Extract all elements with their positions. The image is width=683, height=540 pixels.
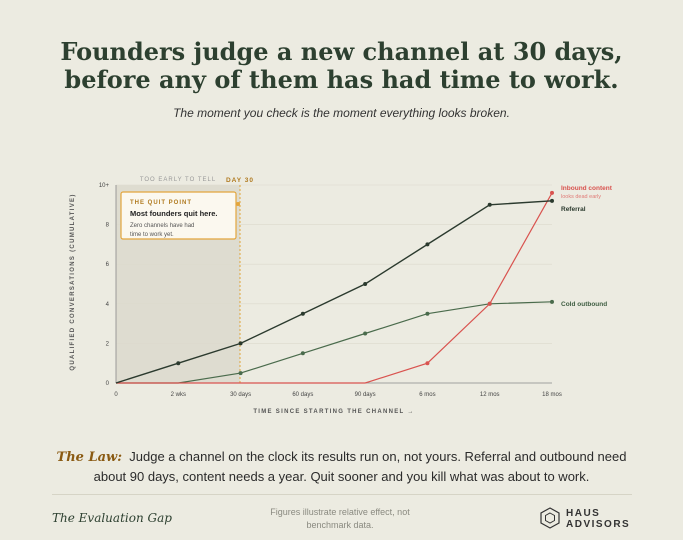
quit-point-callout: THE QUIT POINT Most founders quit here. … bbox=[120, 191, 240, 240]
law-label: The Law: bbox=[56, 450, 123, 465]
x-axis: 0 2 wks 30 days 60 days 90 days 6 mos 12 mos 18… bbox=[114, 382, 562, 398]
point-referral bbox=[550, 198, 554, 203]
point-referral bbox=[425, 242, 430, 247]
too-early-label: TOO EARLY TO TELL bbox=[140, 177, 216, 183]
point-inbound-content bbox=[550, 190, 554, 195]
point-referral bbox=[176, 361, 181, 366]
y-axis: 0 2 4 6 8 10+ bbox=[99, 183, 117, 387]
y-tick-label: 2 bbox=[106, 341, 110, 347]
point-referral bbox=[363, 282, 368, 286]
label-inbound-content: Inbound content bbox=[561, 185, 613, 192]
callout-body-2: time to work yet. bbox=[130, 232, 174, 238]
logo-wordmark: HAUS ADVISORS bbox=[566, 508, 630, 530]
point-inbound-content bbox=[487, 301, 492, 306]
series-line-referral bbox=[115, 200, 553, 384]
series-layer bbox=[115, 190, 554, 384]
x-tick-label: 30 days bbox=[230, 392, 251, 398]
series-line-inbound-content bbox=[116, 192, 553, 384]
page-title: Founders judge a new channel at 30 days,… bbox=[0, 38, 683, 94]
callout-title: Most founders quit here. bbox=[130, 209, 218, 218]
label-referral: Referral bbox=[561, 206, 586, 213]
y-tick-label: 10+ bbox=[99, 183, 110, 189]
y-tick-label: 0 bbox=[106, 381, 110, 387]
haus-advisors-logo: HAUS ADVISORS bbox=[538, 506, 638, 532]
x-tick-label: 12 mos bbox=[480, 392, 500, 398]
x-axis-title: TIME SINCE STARTING THE CHANNEL → bbox=[253, 409, 414, 415]
x-tick-label: 6 mos bbox=[419, 392, 435, 398]
label-cold-outbound: Cold outbound bbox=[561, 301, 607, 308]
x-tick-label: 90 days bbox=[355, 392, 376, 398]
footer-divider bbox=[52, 494, 632, 495]
footer-disclaimer: Figures illustrate relative effect, not … bbox=[255, 506, 425, 532]
logo-line-2: ADVISORS bbox=[566, 519, 631, 530]
y-axis-title: QUALIFIED CONVERSATIONS (CUMULATIVE) bbox=[70, 193, 76, 370]
series-labels: Inbound content looks dead early Referra… bbox=[561, 185, 613, 308]
hexagon-logo-icon bbox=[540, 507, 560, 529]
callout-body-1: Zero channels have had bbox=[130, 223, 194, 229]
point-inbound-content bbox=[425, 361, 430, 366]
day-30-label: DAY 30 bbox=[226, 177, 254, 184]
point-referral bbox=[300, 311, 305, 316]
series-line-cold-outbound bbox=[116, 301, 553, 384]
point-cold-outbound bbox=[550, 299, 554, 304]
disclaimer-line-2: benchmark data. bbox=[306, 520, 374, 530]
x-tick-label: 18 mos bbox=[542, 392, 562, 398]
y-tick-label: 6 bbox=[106, 262, 110, 268]
logo-line-1: HAUS bbox=[566, 508, 601, 519]
callout-kicker: THE QUIT POINT bbox=[130, 200, 192, 206]
page-subtitle: The moment you check is the moment every… bbox=[173, 106, 510, 120]
disclaimer-line-1: Figures illustrate relative effect, not bbox=[270, 507, 410, 517]
x-tick-label: 0 bbox=[114, 392, 118, 398]
point-cold-outbound bbox=[300, 351, 305, 356]
footer-title: The Evaluation Gap bbox=[52, 511, 172, 525]
x-tick-label: 2 wks bbox=[171, 392, 186, 398]
y-tick-label: 8 bbox=[106, 223, 110, 229]
x-tick-label: 60 days bbox=[292, 392, 313, 398]
title-line-1: Founders judge a new channel at 30 days, bbox=[60, 37, 623, 66]
point-cold-outbound bbox=[425, 311, 430, 316]
point-cold-outbound bbox=[238, 371, 243, 376]
title-line-2: before any of them has had time to work. bbox=[64, 65, 619, 94]
law-statement: The Law: Judge a channel on the clock it… bbox=[50, 447, 633, 486]
point-cold-outbound bbox=[363, 331, 368, 336]
y-tick-label: 4 bbox=[106, 302, 110, 308]
point-referral bbox=[238, 341, 243, 346]
point-referral bbox=[487, 202, 492, 207]
label-inbound-sublabel: looks dead early bbox=[561, 194, 601, 200]
law-text: Judge a channel on the clock its results… bbox=[93, 449, 627, 484]
